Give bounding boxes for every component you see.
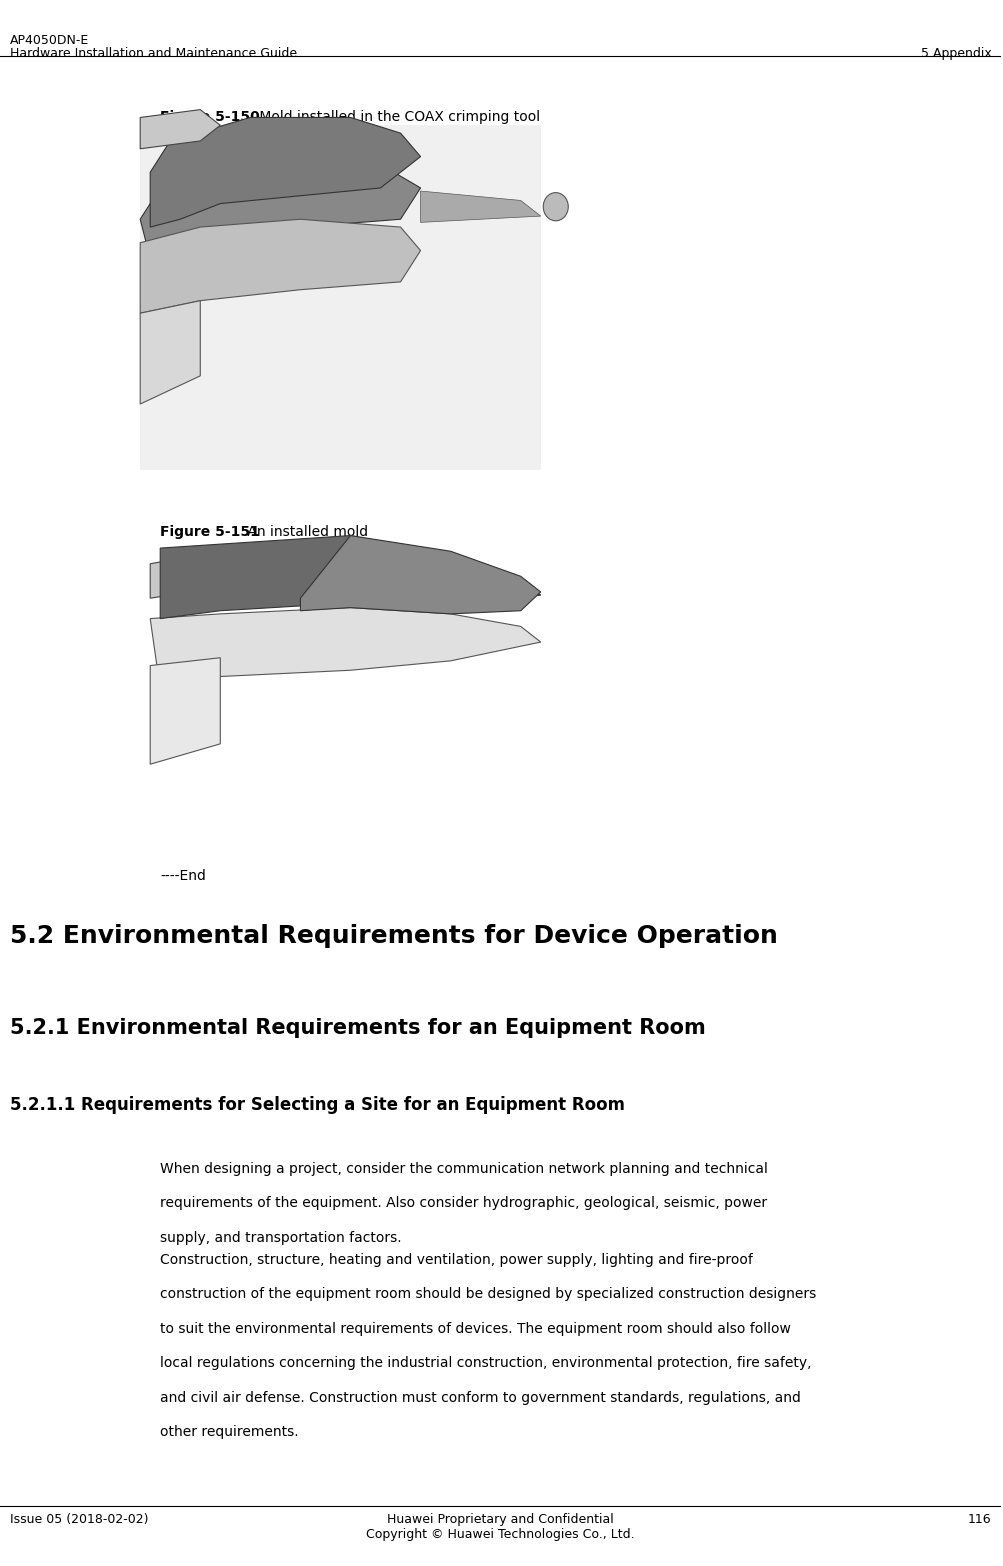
Text: 116: 116 — [967, 1513, 990, 1525]
Ellipse shape — [543, 193, 568, 221]
Text: ----End: ----End — [160, 869, 206, 883]
Text: 5.2 Environmental Requirements for Device Operation: 5.2 Environmental Requirements for Devic… — [10, 924, 777, 947]
Text: An installed mold: An installed mold — [243, 525, 368, 539]
Polygon shape — [150, 117, 420, 227]
Polygon shape — [140, 219, 420, 313]
Text: to suit the environmental requirements of devices. The equipment room should als: to suit the environmental requirements o… — [160, 1322, 790, 1336]
Text: Mold installed in the COAX crimping tool: Mold installed in the COAX crimping tool — [255, 110, 540, 124]
Text: 5 Appendix: 5 Appendix — [920, 47, 990, 60]
Text: Construction, structure, heating and ventilation, power supply, lighting and fir: Construction, structure, heating and ven… — [160, 1253, 752, 1267]
Text: Issue 05 (2018-02-02): Issue 05 (2018-02-02) — [10, 1513, 148, 1525]
Text: other requirements.: other requirements. — [160, 1425, 299, 1439]
Polygon shape — [300, 536, 541, 614]
Polygon shape — [150, 658, 220, 764]
Text: Huawei Proprietary and Confidential: Huawei Proprietary and Confidential — [387, 1513, 614, 1525]
Text: Figure 5-150: Figure 5-150 — [160, 110, 260, 124]
Polygon shape — [150, 551, 220, 598]
Text: AP4050DN-E: AP4050DN-E — [10, 34, 89, 47]
Polygon shape — [160, 536, 541, 619]
Text: supply, and transportation factors.: supply, and transportation factors. — [160, 1231, 401, 1245]
Polygon shape — [140, 110, 220, 149]
Polygon shape — [140, 301, 200, 404]
Text: and civil air defense. Construction must conform to government standards, regula: and civil air defense. Construction must… — [160, 1391, 800, 1405]
Polygon shape — [150, 608, 541, 689]
Text: 5.2.1.1 Requirements for Selecting a Site for an Equipment Room: 5.2.1.1 Requirements for Selecting a Sit… — [10, 1096, 625, 1113]
Text: requirements of the equipment. Also consider hydrographic, geological, seismic, : requirements of the equipment. Also cons… — [160, 1196, 766, 1211]
Bar — [140, 125, 541, 470]
Text: 5.2.1 Environmental Requirements for an Equipment Room: 5.2.1 Environmental Requirements for an … — [10, 1018, 705, 1038]
Polygon shape — [420, 191, 541, 222]
Text: local regulations concerning the industrial construction, environmental protecti: local regulations concerning the industr… — [160, 1356, 810, 1370]
Text: construction of the equipment room should be designed by specialized constructio: construction of the equipment room shoul… — [160, 1287, 815, 1301]
Text: Copyright © Huawei Technologies Co., Ltd.: Copyright © Huawei Technologies Co., Ltd… — [366, 1528, 634, 1541]
Text: Figure 5-151: Figure 5-151 — [160, 525, 260, 539]
Text: Hardware Installation and Maintenance Guide: Hardware Installation and Maintenance Gu… — [10, 47, 297, 60]
Polygon shape — [140, 157, 420, 258]
Text: When designing a project, consider the communication network planning and techni: When designing a project, consider the c… — [160, 1162, 767, 1176]
